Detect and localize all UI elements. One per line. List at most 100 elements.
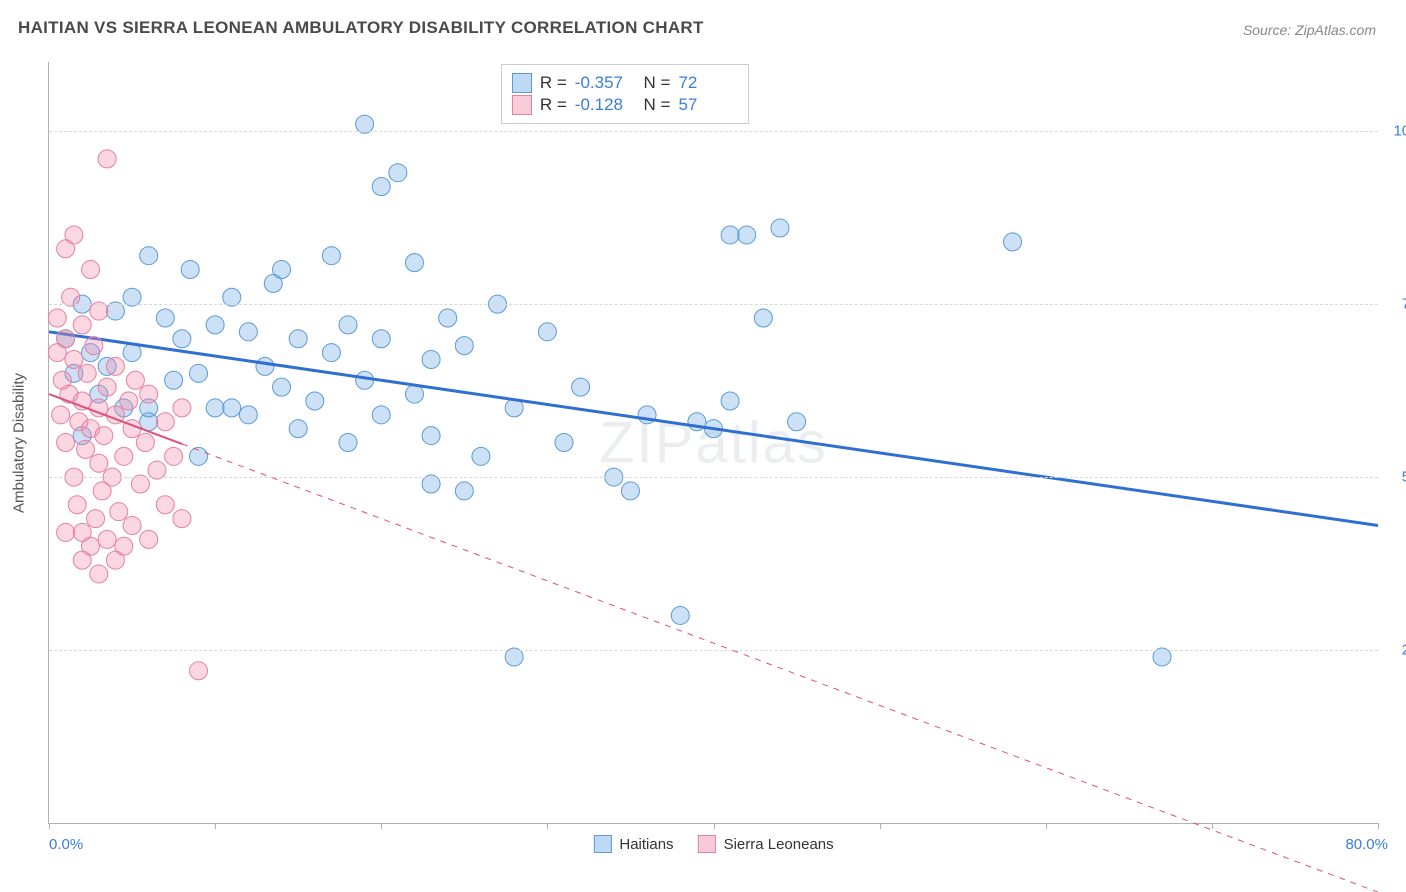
data-point <box>156 413 174 431</box>
x-max-label: 80.0% <box>1345 836 1388 853</box>
data-point <box>82 261 100 279</box>
chart-title: HAITIAN VS SIERRA LEONEAN AMBULATORY DIS… <box>18 18 704 38</box>
data-point <box>68 496 86 514</box>
y-tick-label: 7.5% <box>1402 296 1406 313</box>
data-point <box>621 482 639 500</box>
data-point <box>73 551 91 569</box>
legend-label-1: Haitians <box>619 836 673 853</box>
x-tick <box>1212 823 1213 829</box>
data-point <box>57 523 75 541</box>
data-point <box>306 392 324 410</box>
data-point <box>273 261 291 279</box>
data-point <box>422 427 440 445</box>
data-point <box>173 399 191 417</box>
data-point <box>77 440 95 458</box>
data-point <box>239 406 257 424</box>
data-point <box>181 261 199 279</box>
data-point <box>87 510 105 528</box>
data-point <box>472 447 490 465</box>
x-tick <box>714 823 715 829</box>
data-point <box>98 378 116 396</box>
data-point <box>538 323 556 341</box>
data-point <box>405 254 423 272</box>
data-point <box>206 316 224 334</box>
legend-label-2: Sierra Leoneans <box>724 836 834 853</box>
x-tick <box>547 823 548 829</box>
n-value-1: 72 <box>678 73 734 93</box>
data-point <box>156 309 174 327</box>
x-tick <box>880 823 881 829</box>
data-point <box>156 496 174 514</box>
data-point <box>439 309 457 327</box>
legend-item-1: Haitians <box>593 835 673 853</box>
data-point <box>389 164 407 182</box>
data-point <box>754 309 772 327</box>
data-point <box>136 434 154 452</box>
data-point <box>721 226 739 244</box>
bottom-legend: Haitians Sierra Leoneans <box>593 835 833 853</box>
x-min-label: 0.0% <box>49 836 83 853</box>
source-label: Source: ZipAtlas.com <box>1243 22 1376 38</box>
gridline-h <box>49 650 1378 651</box>
data-point <box>273 378 291 396</box>
data-point <box>165 447 183 465</box>
x-tick <box>1378 823 1379 829</box>
data-point <box>85 337 103 355</box>
n-label: N = <box>639 95 671 115</box>
stats-row-series-2: R = -0.128 N = 57 <box>512 95 735 115</box>
data-point <box>455 482 473 500</box>
data-point <box>788 413 806 431</box>
data-point <box>90 454 108 472</box>
correlation-stats-box: R = -0.357 N = 72 R = -0.128 N = 57 <box>501 64 750 124</box>
data-point <box>256 357 274 375</box>
data-point <box>115 447 133 465</box>
data-point <box>339 434 357 452</box>
data-point <box>57 434 75 452</box>
data-point <box>405 385 423 403</box>
data-point <box>173 330 191 348</box>
data-point <box>1004 233 1022 251</box>
x-tick <box>49 823 50 829</box>
data-point <box>422 350 440 368</box>
swatch-series-2 <box>512 95 532 115</box>
gridline-h <box>49 304 1378 305</box>
data-point <box>65 350 83 368</box>
data-point <box>339 316 357 334</box>
data-point <box>190 364 208 382</box>
data-point <box>52 406 70 424</box>
x-tick <box>215 823 216 829</box>
data-point <box>223 399 241 417</box>
data-point <box>738 226 756 244</box>
data-point <box>572 378 590 396</box>
data-point <box>140 247 158 265</box>
n-label: N = <box>639 73 671 93</box>
data-point <box>140 530 158 548</box>
data-point <box>239 323 257 341</box>
data-point <box>48 309 66 327</box>
data-point <box>190 662 208 680</box>
data-point <box>98 150 116 168</box>
data-point <box>115 537 133 555</box>
y-tick-label: 2.5% <box>1402 642 1406 659</box>
data-point <box>120 392 138 410</box>
data-point <box>110 503 128 521</box>
data-point <box>322 247 340 265</box>
data-point <box>165 371 183 389</box>
data-point <box>555 434 573 452</box>
data-point <box>123 517 141 535</box>
gridline-h <box>49 131 1378 132</box>
chart-area: Ambulatory Disability ZIPatlas R = -0.35… <box>48 62 1378 824</box>
r-label: R = <box>540 73 567 93</box>
data-point <box>126 371 144 389</box>
r-value-2: -0.128 <box>575 95 631 115</box>
data-point <box>140 385 158 403</box>
plot-svg <box>49 62 1378 823</box>
n-value-2: 57 <box>678 95 734 115</box>
data-point <box>289 420 307 438</box>
x-tick <box>381 823 382 829</box>
header-bar: HAITIAN VS SIERRA LEONEAN AMBULATORY DIS… <box>0 0 1406 46</box>
gridline-h <box>49 477 1378 478</box>
legend-swatch-1 <box>593 835 611 853</box>
r-value-1: -0.357 <box>575 73 631 93</box>
data-point <box>106 357 124 375</box>
